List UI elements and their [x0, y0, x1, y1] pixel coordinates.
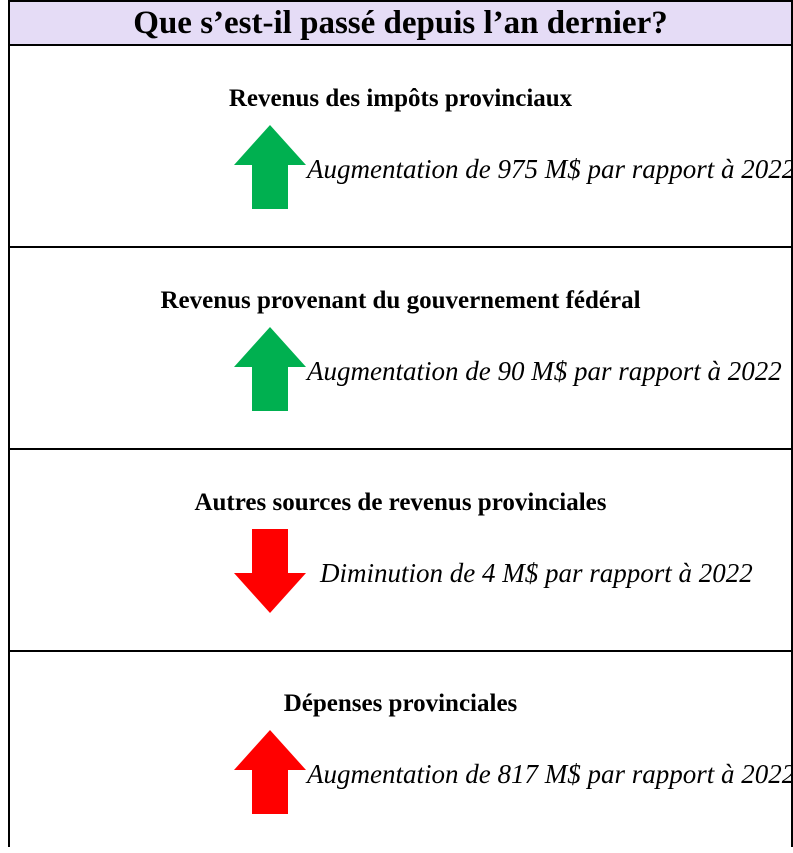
header-title: Que s’est-il passé depuis l’an dernier?	[10, 0, 791, 46]
section-heading: Revenus des impôts provinciaux	[228, 85, 573, 112]
section-heading: Revenus provenant du gouvernement fédéra…	[160, 287, 641, 314]
section-heading: Dépenses provinciales	[283, 690, 518, 717]
section-text: Augmentation de 975 M$ par rapport à 202…	[307, 154, 793, 184]
arrow-shape	[234, 125, 306, 209]
arrow-icon	[234, 327, 306, 411]
arrow-icon	[234, 125, 306, 209]
section: Revenus provenant du gouvernement fédéra…	[10, 249, 791, 450]
section: Autres sources de revenus provinciales Di…	[10, 451, 791, 652]
section-text: Augmentation de 90 M$ par rapport à 2022	[307, 356, 782, 386]
arrow-shape	[234, 529, 306, 613]
arrow-icon	[234, 730, 306, 814]
arrow-shape	[234, 327, 306, 411]
infographic: Que s’est-il passé depuis l’an dernier? …	[8, 0, 793, 847]
section-text: Diminution de 4 M$ par rapport à 2022	[320, 558, 753, 588]
section-text: Augmentation de 817 M$ par rapport à 202…	[307, 759, 793, 789]
section-heading: Autres sources de revenus provinciales	[194, 489, 607, 516]
arrow-shape	[234, 730, 306, 814]
section: Dépenses provinciales Augmentation de 817…	[10, 652, 793, 853]
section: Revenus des impôts provinciaux Augmentati…	[10, 47, 793, 248]
arrow-icon	[234, 529, 306, 613]
